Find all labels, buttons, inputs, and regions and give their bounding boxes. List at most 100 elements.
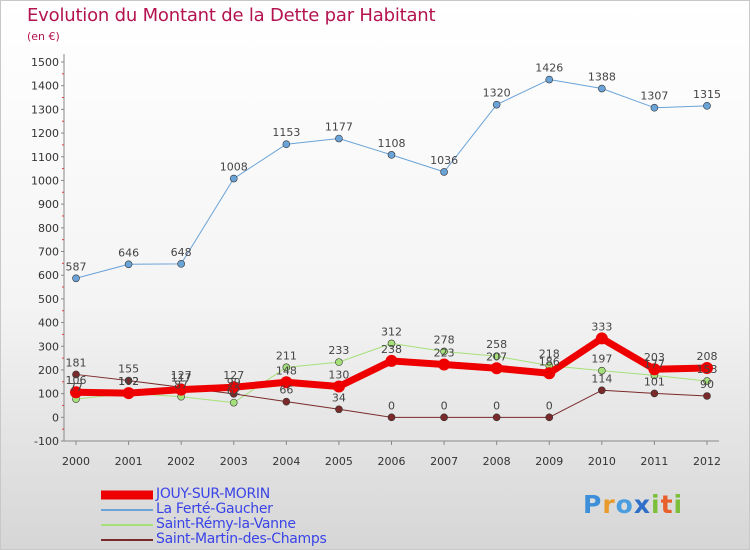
- y-tick-label: 1400: [31, 80, 59, 93]
- data-label: 1008: [220, 161, 248, 174]
- data-point: [598, 366, 606, 375]
- data-point: [387, 413, 396, 422]
- data-label: 1307: [640, 90, 668, 103]
- data-label: 1388: [588, 71, 616, 84]
- x-tick-label: 2002: [167, 455, 195, 468]
- data-label: 153: [697, 363, 718, 376]
- data-point: [598, 84, 606, 93]
- y-tick-label: 200: [38, 364, 59, 377]
- data-point: [385, 354, 398, 367]
- data-label: 87: [174, 379, 188, 392]
- data-point: [703, 392, 711, 400]
- data-point: [72, 274, 80, 283]
- data-label: 0: [493, 399, 500, 412]
- data-label: 99: [227, 376, 241, 389]
- data-point: [650, 389, 659, 398]
- legend-swatch: [101, 538, 153, 541]
- y-tick-label: 800: [38, 222, 59, 235]
- x-tick-label: 2008: [483, 455, 511, 468]
- data-point: [648, 363, 661, 376]
- y-tick-label: -100: [34, 435, 59, 448]
- data-label: 587: [66, 260, 87, 273]
- data-label: 102: [118, 375, 139, 388]
- data-label: 1036: [430, 154, 458, 167]
- x-tick-label: 2003: [220, 455, 248, 468]
- legend-swatch: [101, 490, 153, 499]
- data-point: [545, 75, 554, 84]
- data-point: [492, 100, 501, 109]
- data-label: 0: [441, 399, 448, 412]
- data-point: [703, 102, 711, 110]
- data-label: 66: [279, 384, 293, 397]
- data-label: 1320: [483, 87, 511, 100]
- data-point: [177, 260, 185, 268]
- data-label: 177: [644, 357, 665, 370]
- data-label: 648: [171, 246, 192, 259]
- data-point: [175, 383, 188, 396]
- data-point: [387, 151, 396, 159]
- data-label: 278: [434, 333, 455, 346]
- data-label: 223: [434, 346, 455, 359]
- data-label: 101: [644, 375, 665, 388]
- y-tick-label: 300: [38, 340, 59, 353]
- data-point: [387, 339, 396, 348]
- data-point: [335, 358, 343, 366]
- data-label: 258: [486, 338, 507, 351]
- data-point: [122, 387, 135, 400]
- y-tick-label: 100: [38, 388, 59, 401]
- data-label: 1177: [325, 121, 353, 134]
- data-label: 155: [118, 363, 139, 376]
- legend-label: Saint-Martin-des-Champs: [156, 531, 327, 547]
- data-label: 117: [171, 372, 192, 385]
- data-label: 102: [118, 375, 139, 388]
- data-label: 127: [171, 369, 192, 382]
- data-point: [227, 381, 240, 394]
- data-label: 127: [223, 369, 244, 382]
- data-label: 186: [539, 355, 560, 368]
- data-point: [282, 140, 291, 148]
- data-point: [543, 367, 556, 380]
- x-tick-label: 2012: [693, 455, 721, 468]
- data-label: 106: [66, 374, 87, 387]
- data-point: [650, 103, 659, 112]
- data-point: [332, 380, 345, 393]
- x-tick-label: 2011: [640, 455, 668, 468]
- data-label: 312: [381, 325, 402, 338]
- data-point: [124, 260, 133, 269]
- chart-subtitle: (en €): [27, 30, 60, 43]
- data-label: 211: [276, 349, 297, 362]
- data-point: [282, 363, 291, 372]
- y-tick-label: 0: [52, 411, 59, 424]
- data-point: [335, 405, 343, 414]
- legend-swatch: [101, 523, 153, 526]
- chart-title: Evolution du Montant de la Dette par Hab…: [27, 5, 436, 26]
- data-label: 1108: [378, 137, 406, 150]
- data-label: 114: [591, 372, 612, 385]
- data-point: [440, 413, 448, 422]
- y-tick-label: 1500: [31, 56, 59, 69]
- data-label: 130: [328, 369, 349, 382]
- data-label: 646: [118, 246, 139, 259]
- y-tick-label: 600: [38, 269, 59, 282]
- data-label: 208: [697, 350, 718, 363]
- data-label: 148: [276, 364, 297, 377]
- x-tick-label: 2001: [115, 455, 143, 468]
- y-tick-label: 400: [38, 317, 59, 330]
- data-label: 90: [700, 378, 714, 391]
- data-label: 1153: [272, 126, 300, 139]
- x-tick-label: 2000: [62, 455, 90, 468]
- data-point: [70, 386, 82, 399]
- x-tick-label: 2005: [325, 455, 353, 468]
- data-point: [72, 370, 80, 379]
- data-label: 1426: [535, 62, 563, 75]
- data-label: 197: [591, 353, 612, 366]
- legend-label: La Ferté-Gaucher: [156, 501, 273, 517]
- y-tick-label: 1000: [31, 174, 59, 187]
- data-point: [701, 362, 713, 375]
- data-label: 62: [227, 385, 241, 398]
- data-label: 34: [332, 391, 346, 404]
- data-point: [545, 413, 554, 422]
- data-label: 203: [644, 351, 665, 364]
- data-point: [490, 362, 503, 375]
- data-label: 0: [546, 399, 553, 412]
